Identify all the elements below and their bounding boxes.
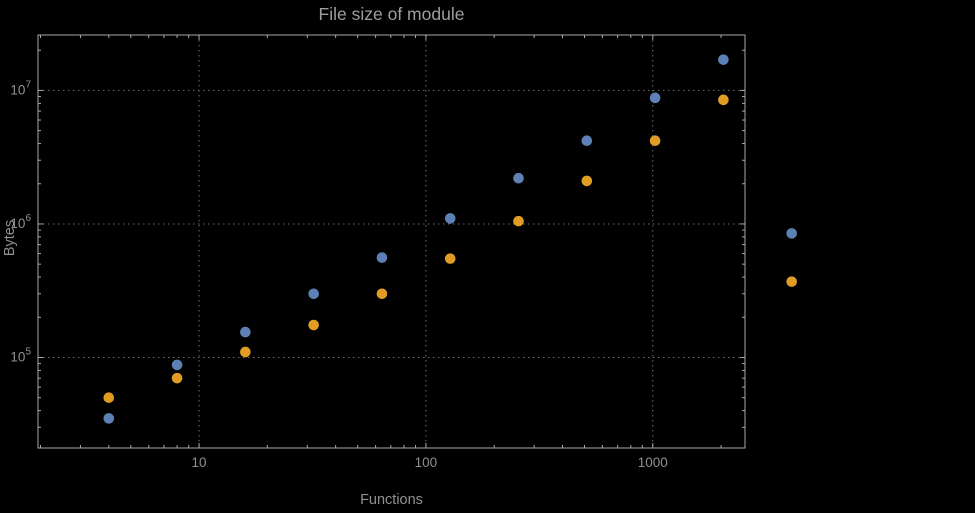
data-point	[171, 359, 183, 371]
data-point	[649, 92, 661, 104]
data-point	[376, 252, 388, 263]
data-point	[444, 253, 456, 264]
data-point	[581, 175, 593, 187]
x-tick-label: 10	[192, 455, 207, 470]
x-tick-label: 100	[415, 455, 438, 470]
data-point	[786, 276, 797, 287]
y-tick-label: 105	[10, 346, 31, 364]
data-point	[103, 392, 115, 403]
series-orange	[103, 94, 797, 403]
data-point	[649, 135, 661, 147]
y-tick-label: 107	[10, 79, 31, 97]
data-point	[718, 54, 729, 65]
series-blue	[103, 54, 797, 424]
data-point	[240, 346, 251, 358]
data-point	[513, 215, 524, 227]
y-axis-label: Bytes	[2, 219, 18, 257]
data-point	[308, 319, 319, 331]
data-point	[444, 213, 456, 224]
data-point	[240, 326, 251, 338]
data-point	[513, 172, 524, 184]
data-point	[376, 288, 388, 300]
x-axis-label: Functions	[360, 492, 423, 508]
y-tick-label: 106	[10, 213, 31, 231]
data-point	[171, 372, 183, 384]
data-point	[718, 94, 729, 106]
plot-frame	[37, 34, 746, 449]
x-tick-label: 1000	[638, 455, 668, 470]
data-point	[308, 288, 319, 300]
data-point	[103, 413, 115, 424]
data-point	[786, 228, 797, 239]
chart-title: File size of module	[318, 4, 465, 24]
data-point	[581, 135, 593, 147]
